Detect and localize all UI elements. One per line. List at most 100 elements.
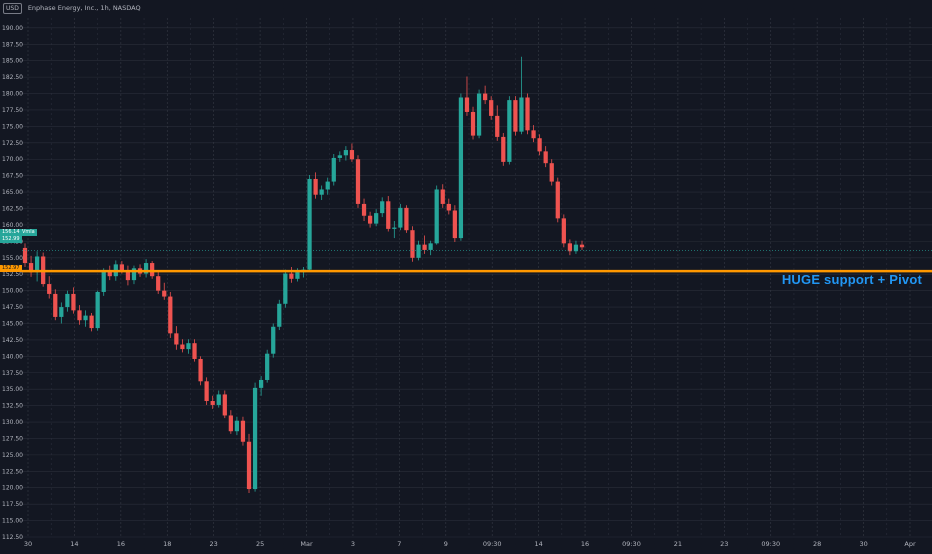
- y-tick-label: 117.50: [2, 501, 23, 508]
- candle-body: [180, 344, 185, 350]
- candle: [386, 196, 391, 232]
- currency-badge[interactable]: USD: [3, 2, 22, 14]
- y-tick-label: 120.00: [2, 485, 23, 492]
- candle-body: [246, 441, 252, 490]
- y-axis: 190.00 187.50 185.00 182.50 180.00 177.50 175.…: [2, 25, 23, 541]
- y-tick-label: 122.50: [2, 468, 23, 475]
- y-tick-label: 187.50: [2, 41, 23, 48]
- candle-body: [150, 263, 155, 277]
- y-tick-label: 130.00: [2, 419, 23, 426]
- candle: [186, 339, 191, 354]
- candle: [143, 259, 149, 278]
- candle: [361, 198, 367, 222]
- x-tick-label: 14: [534, 540, 542, 548]
- candle-body: [470, 111, 476, 136]
- candle: [579, 240, 585, 250]
- candle-body: [567, 243, 573, 252]
- candle: [573, 240, 579, 254]
- support-annotation: HUGE support + Pivot: [781, 272, 922, 287]
- candle-body: [259, 379, 264, 388]
- x-tick-label: 30: [859, 540, 867, 548]
- candle-body: [573, 244, 579, 252]
- candle: [398, 203, 403, 231]
- candle-body: [234, 420, 240, 432]
- candle: [531, 125, 536, 143]
- candle: [458, 93, 464, 241]
- candle: [22, 243, 28, 267]
- candle-body: [131, 268, 137, 281]
- candle: [343, 146, 348, 161]
- candle: [162, 282, 167, 300]
- candle: [156, 272, 161, 294]
- y-tick-label: 165.00: [2, 189, 23, 196]
- candle: [476, 89, 482, 139]
- candle: [410, 226, 415, 262]
- x-tick-label: 09:30: [483, 540, 502, 548]
- lines-layer: [22, 249, 932, 273]
- x-tick-label: 16: [581, 540, 589, 548]
- candle-body: [489, 100, 494, 116]
- support-price-tag: 152.97: [0, 265, 22, 272]
- y-tick-label: 180.00: [2, 91, 23, 98]
- y-tick-label: 155.00: [2, 255, 23, 262]
- y-tick-label: 175.00: [2, 123, 23, 130]
- last-price-sub-tag: 152.99: [0, 236, 22, 243]
- candle: [283, 269, 288, 308]
- x-tick-label: Mar: [300, 540, 313, 548]
- candle-body: [71, 293, 76, 311]
- candle: [543, 146, 548, 168]
- candle-body: [428, 243, 433, 250]
- y-tick-label: 177.50: [2, 107, 23, 114]
- x-tick-label: 3: [351, 540, 355, 548]
- candle: [374, 209, 379, 227]
- y-tick-label: 137.50: [2, 370, 23, 377]
- candle: [452, 205, 457, 243]
- candle: [28, 255, 34, 277]
- candles-layer: [22, 56, 585, 493]
- candle: [549, 159, 554, 186]
- candle: [71, 287, 76, 314]
- candle: [440, 184, 445, 208]
- candle: [77, 305, 82, 325]
- x-tick-label: 09:30: [622, 540, 641, 548]
- candle: [325, 177, 330, 195]
- candle-body: [579, 244, 585, 248]
- candle-body: [162, 290, 167, 297]
- x-tick-label: 9: [444, 540, 448, 548]
- candle-body: [537, 138, 542, 152]
- candle-body: [77, 310, 82, 321]
- chart-header: USD Enphase Energy, Inc., 1h, NASDAQ: [0, 0, 141, 16]
- candle-body: [95, 291, 100, 329]
- candle-body: [398, 207, 403, 228]
- candle-body: [483, 93, 488, 101]
- candle-body: [228, 415, 233, 432]
- candle-body: [252, 387, 258, 490]
- candle: [222, 390, 227, 419]
- y-tick-label: 152.50: [2, 271, 23, 278]
- candle: [434, 185, 439, 245]
- x-tick-label: 16: [117, 540, 125, 548]
- candle-body: [525, 97, 530, 131]
- y-tick-label: 145.00: [2, 320, 23, 327]
- candle-body: [543, 151, 548, 164]
- y-tick-label: 150.00: [2, 288, 23, 295]
- candle-body: [156, 276, 161, 291]
- candle-body: [277, 303, 282, 327]
- candle-body: [555, 181, 560, 219]
- candle-body: [313, 178, 318, 195]
- candle-body: [452, 210, 457, 239]
- y-tick-label: 170.00: [2, 156, 23, 163]
- candle-body: [416, 244, 421, 258]
- candle-body: [434, 189, 439, 244]
- candle-body: [337, 155, 342, 158]
- x-tick-label: Apr: [904, 540, 916, 548]
- candle-body: [458, 97, 464, 239]
- candle: [380, 197, 385, 218]
- candle-body: [271, 326, 276, 354]
- candle-body: [380, 201, 385, 214]
- candle: [198, 356, 203, 386]
- candle-body: [507, 100, 512, 162]
- candle: [355, 155, 361, 208]
